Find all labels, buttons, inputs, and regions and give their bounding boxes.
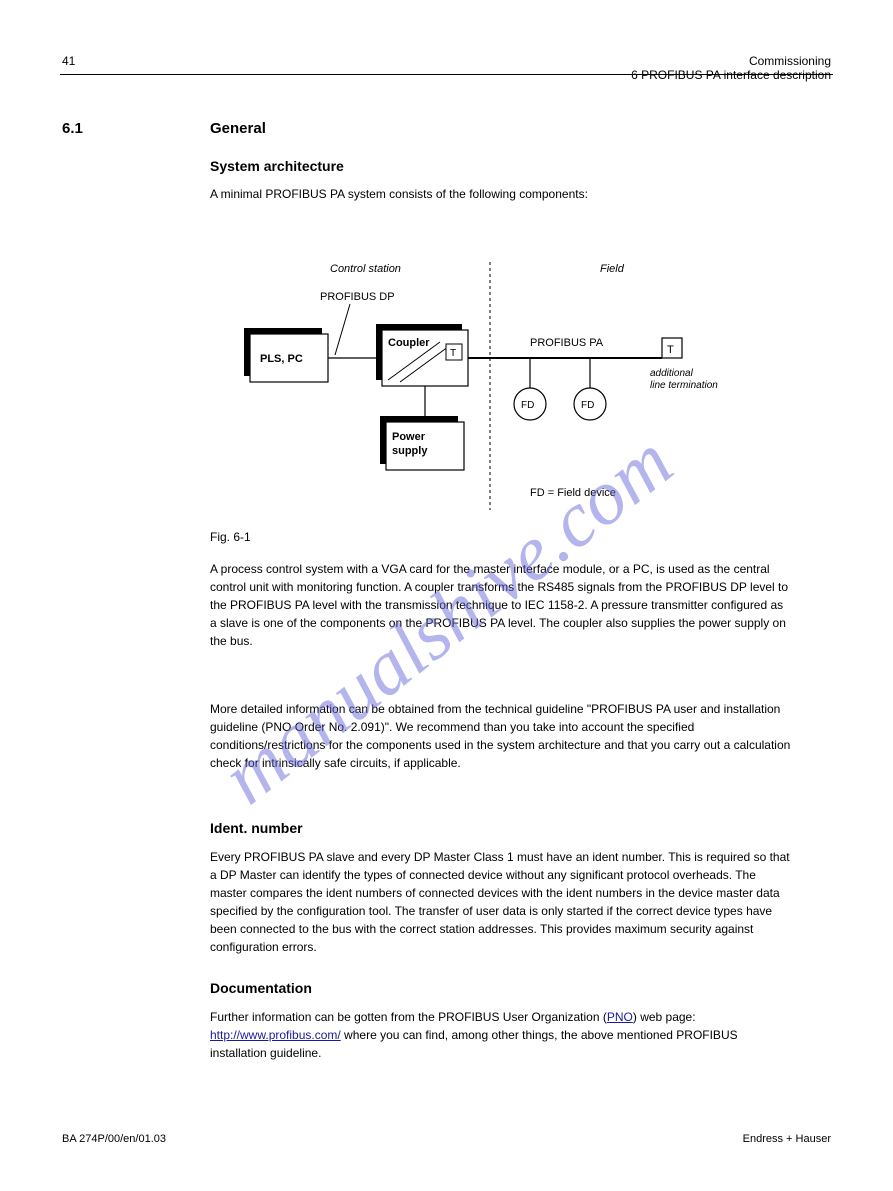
fd2-text: FD bbox=[581, 400, 594, 411]
power-text-2: supply bbox=[392, 445, 428, 457]
dp-leader-line bbox=[335, 304, 350, 355]
coupler-text: Coupler bbox=[388, 337, 430, 349]
section-title: General bbox=[210, 120, 266, 137]
profibus-url-link[interactable]: http://www.profibus.com/ bbox=[210, 1028, 341, 1042]
field-label: Field bbox=[600, 263, 625, 275]
footer-doc-id: BA 274P/00/en/01.03 bbox=[62, 1133, 166, 1145]
top-divider bbox=[60, 74, 833, 75]
docs-paragraph: Further information can be gotten from t… bbox=[210, 1008, 793, 1062]
control-station-label: Control station bbox=[330, 263, 401, 275]
docs-text-before: Further information can be gotten from t… bbox=[210, 1010, 607, 1024]
header-right: Commissioning 6 PROFIBUS PA interface de… bbox=[631, 54, 831, 82]
architecture-diagram: Control station Field PROFIBUS DP PLS, P… bbox=[230, 260, 740, 520]
system-architecture-intro: A minimal PROFIBUS PA system consists of… bbox=[210, 185, 793, 203]
header-right-line1: Commissioning bbox=[631, 54, 831, 68]
docs-heading: Documentation bbox=[210, 980, 312, 996]
footer-brand: Endress + Hauser bbox=[743, 1133, 831, 1145]
profibus-dp-label: PROFIBUS DP bbox=[320, 291, 395, 303]
fd1-text: FD bbox=[521, 400, 534, 411]
docs-text-mid: ) web page: bbox=[633, 1010, 696, 1024]
ident-paragraph: Every PROFIBUS PA slave and every DP Mas… bbox=[210, 848, 793, 956]
description-paragraph-2: More detailed information can be obtaine… bbox=[210, 700, 793, 772]
ident-heading: Ident. number bbox=[210, 820, 303, 836]
header-right-line2: 6 PROFIBUS PA interface description bbox=[631, 68, 831, 82]
page-number: 41 bbox=[62, 54, 75, 68]
profibus-pa-label: PROFIBUS PA bbox=[530, 337, 604, 349]
section-number: 6.1 bbox=[62, 120, 83, 137]
figure-caption: Fig. 6-1 bbox=[210, 530, 251, 544]
fd-legend: FD = Field device bbox=[530, 487, 616, 499]
coupler-t-text: T bbox=[450, 348, 456, 359]
pno-link[interactable]: PNO bbox=[607, 1010, 633, 1024]
termination-t-text: T bbox=[667, 344, 674, 356]
additional-line1: additional bbox=[650, 368, 694, 379]
power-text-1: Power bbox=[392, 431, 426, 443]
plspc-text: PLS, PC bbox=[260, 353, 303, 365]
description-paragraph-1: A process control system with a VGA card… bbox=[210, 560, 793, 650]
additional-line2: line termination bbox=[650, 380, 718, 391]
system-architecture-heading: System architecture bbox=[210, 158, 344, 174]
